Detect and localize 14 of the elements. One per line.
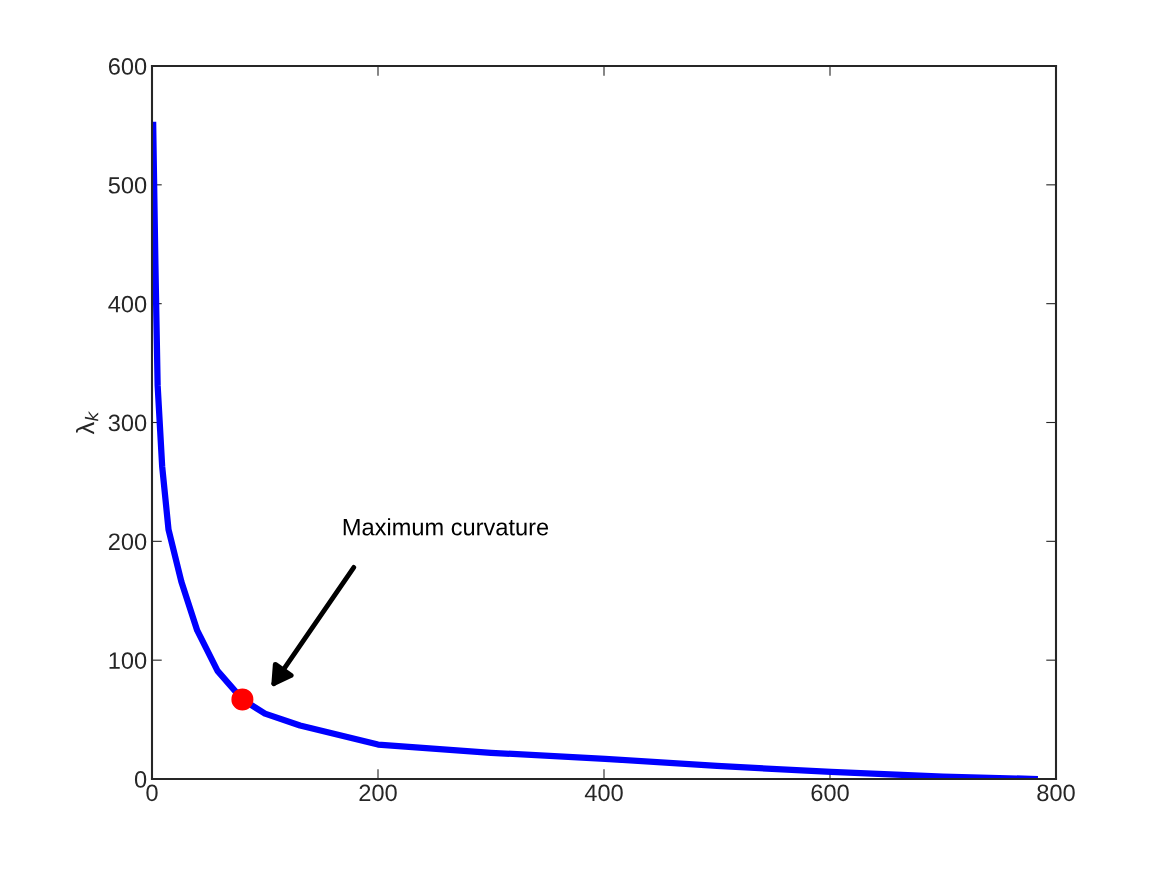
y-tick-label: 0	[134, 771, 147, 788]
y-tick-label: 500	[108, 176, 147, 194]
y-tick-label: 100	[109, 652, 147, 669]
y-tick-label: 600	[108, 58, 147, 75]
annotation: Maximum curvature	[343, 518, 549, 536]
y-tick-label: 200	[108, 533, 147, 551]
x-tick-label: 800	[1037, 784, 1075, 802]
y-tick-label: 300	[108, 414, 147, 432]
y-axis-title: λ$_{k}$	[75, 410, 99, 435]
x-tick-label: 0	[146, 784, 158, 802]
x-tick-label: 600	[811, 784, 849, 802]
x-tick-label: 400	[584, 784, 623, 802]
y-tick-label: 400	[108, 295, 147, 313]
x-tick-label: 200	[359, 784, 397, 802]
